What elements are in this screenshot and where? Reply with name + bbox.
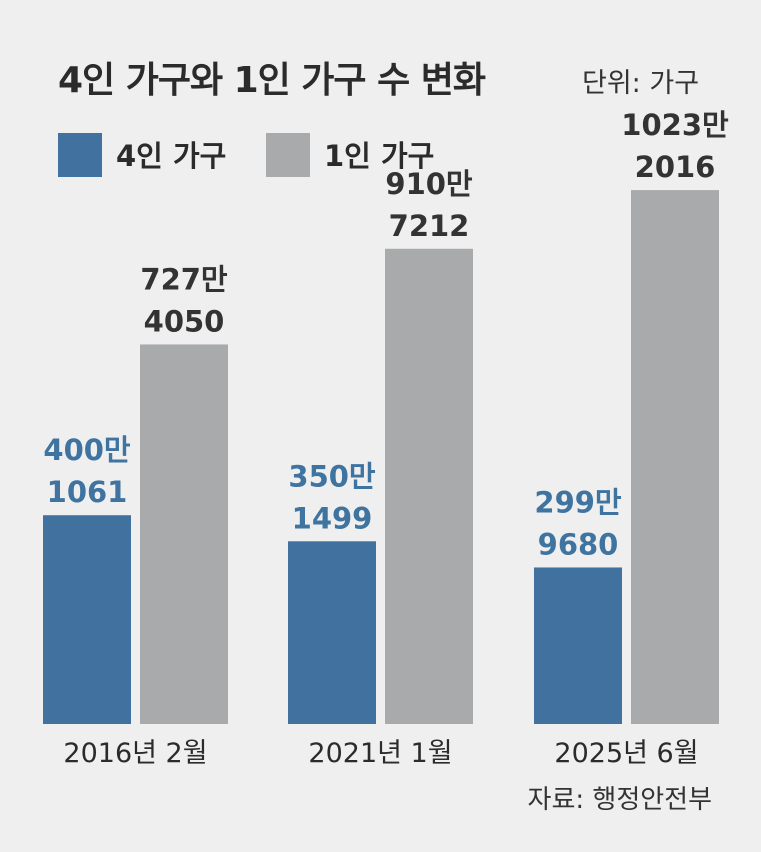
legend: 4인 가구 1인 가구 (58, 133, 434, 177)
bars-group (43, 190, 719, 725)
x-axis-ticks: 2016년 2월 2021년 1월 2025년 6월 (63, 738, 698, 769)
x-tick-label-1: 2016년 2월 (63, 738, 207, 769)
legend-label-1: 4인 가구 (116, 139, 226, 173)
value-label-s2-c3-line2: 2016 (635, 150, 716, 184)
value-label-s2-c1-line1: 727만 (140, 262, 228, 296)
value-label-s2-c1-line2: 4050 (144, 304, 225, 338)
source-note: 자료: 행정안전부 (528, 785, 712, 815)
value-labels-group: 400만 1061 727만 4050 350만 1499 910만 7212 299만 9680… (43, 108, 729, 561)
legend-swatch-1 (58, 133, 102, 177)
value-label-s2-c3-line1: 1023만 (621, 108, 729, 142)
bar-s1-c2 (288, 541, 376, 724)
legend-label-2: 1인 가구 (324, 139, 434, 173)
value-label-s1-c1-line2: 1061 (47, 475, 128, 509)
value-label-s1-c2-line1: 350만 (288, 459, 376, 493)
bar-s2-c3 (631, 190, 719, 724)
bar-s1-c1 (43, 515, 131, 724)
value-label-s1-c2-line2: 1499 (292, 501, 373, 535)
x-tick-label-3: 2025년 6월 (554, 738, 698, 769)
unit-label: 단위: 가구 (582, 68, 699, 99)
value-label-s1-c1-line1: 400만 (43, 433, 131, 467)
x-tick-label-2: 2021년 1월 (308, 738, 452, 769)
legend-swatch-2 (266, 133, 310, 177)
bar-s1-c3 (534, 567, 622, 724)
value-label-s1-c3-line1: 299만 (534, 485, 622, 519)
value-label-s1-c3-line2: 9680 (538, 527, 619, 561)
chart-title: 4인 가구와 1인 가구 수 변화 (58, 60, 486, 101)
value-label-s2-c2-line2: 7212 (389, 209, 470, 243)
value-label-s2-c2-line1: 910만 (385, 167, 473, 201)
bar-s2-c2 (385, 248, 473, 725)
bar-s2-c1 (140, 344, 228, 724)
